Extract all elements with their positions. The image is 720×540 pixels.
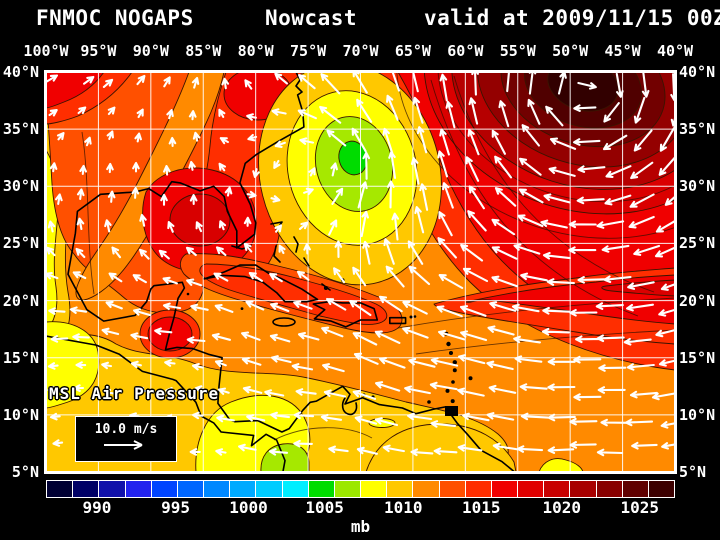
colorbar-segment [255,481,282,497]
colorbar-segment [569,481,596,497]
lat-tick: 15°N [679,348,716,367]
lat-tick: 20°N [679,291,716,310]
colorbar-segment [203,481,230,497]
colorbar-segment [98,481,125,497]
colorbar-tick-labels: 990 995 1000 1005 1010 1015 1020 1025 [46,498,675,518]
lat-tick: 5°N [11,463,39,481]
wind-arrow-glyphs [46,72,675,457]
lat-tick: 40°N [679,63,716,81]
wind-scale-arrow-icon [104,440,143,450]
lake-maracaibo [341,397,358,416]
lat-tick: 15°N [2,348,39,367]
lat-tick: 30°N [2,177,39,196]
lat-tick: 10°N [679,405,716,424]
latitude-axis-right: 40°N 35°N 30°N 25°N 20°N 15°N 10°N 5°N [679,63,720,481]
wind-arrows [46,72,675,457]
colorbar-segment [307,481,334,497]
lon-tick: 95°W [80,42,117,60]
lon-tick: 100°W [23,42,69,60]
colorbar-segment [360,481,387,497]
colorbar-tick: 990 [82,498,112,517]
colorbar-tick: 1005 [305,498,344,517]
lon-tick: 65°W [394,42,431,60]
colorbar-segment [412,481,439,497]
lat-tick: 10°N [2,405,39,424]
colorbar-segment [595,481,622,497]
colorbar-segment [72,481,99,497]
coastline-cuba [203,264,319,303]
colorbar-tick: 1010 [384,498,423,517]
coastline-hispaniola [312,300,379,328]
colorbar-segment [438,481,465,497]
lat-lon-grid [46,72,675,472]
colorbar-tick: 1020 [542,498,582,517]
lon-tick: 90°W [132,42,169,60]
longitude-axis-top: 100°W 95°W 90°W 85°W 80°W 75°W 70°W 65°W 60°W 55°… [23,42,693,60]
lon-tick: 60°W [447,42,484,60]
coastline-north-america [67,72,516,472]
lat-tick: 5°N [679,463,707,481]
colorbar-tick: 1025 [620,498,660,517]
colorbar-segment [386,481,413,497]
lat-tick: 20°N [2,291,39,310]
pressure-map-svg [46,72,675,472]
colorbar-segment [647,481,675,497]
coastline-puerto-rico [389,316,407,325]
title-valid-time: valid at 2009/11/15 00Z [424,6,720,30]
colorbar-segment [517,481,544,497]
colorbar-segment [333,481,361,497]
lon-tick: 75°W [290,42,327,60]
coastline-bahamas [231,221,331,291]
colorbar-tick: 1015 [462,498,501,517]
lat-tick: 25°N [679,234,716,253]
lat-tick: 35°N [679,120,716,139]
colorbar-segment [464,481,491,497]
lon-tick: 80°W [237,42,274,60]
wind-scale-legend: 10.0 m/s [75,416,177,462]
lat-tick: 40°N [2,63,39,81]
lat-tick: 30°N [679,177,716,196]
colorbar-units-label: mb [350,517,371,536]
wind-scale-label: 10.0 m/s [94,422,158,437]
lon-tick: 45°W [604,42,641,60]
pressure-colorbar [46,480,675,498]
lon-tick: 85°W [185,42,222,60]
colorbar-segment [621,481,648,497]
colorbar-segment [124,481,151,497]
colorbar-segment [176,481,204,497]
field-label: MSL Air Pressure [49,384,220,403]
latitude-axis-left: 40°N 35°N 30°N 25°N 20°N 15°N 10°N 5°N [0,63,42,481]
colorbar-segment [150,481,177,497]
title-run-type: Nowcast [265,6,358,30]
lon-tick: 50°W [552,42,589,60]
colorbar-segment [543,481,570,497]
lat-tick: 35°N [2,120,39,139]
title-product: FNMOC NOGAPS [36,6,194,30]
colorbar-segment [281,481,308,497]
map-plot-area: MSL Air Pressure 10.0 m/s [44,70,677,474]
colorbar-segment [47,481,73,497]
colorbar-tick: 995 [161,498,191,517]
lon-tick: 40°W [656,42,694,60]
lat-tick: 25°N [2,234,39,253]
coastline-jamaica [272,317,296,327]
lon-tick: 70°W [342,42,379,60]
colorbar-segment [490,481,518,497]
lon-tick: 55°W [499,42,536,60]
colorbar-segment [229,481,256,497]
colorbar-tick: 1000 [229,498,268,517]
